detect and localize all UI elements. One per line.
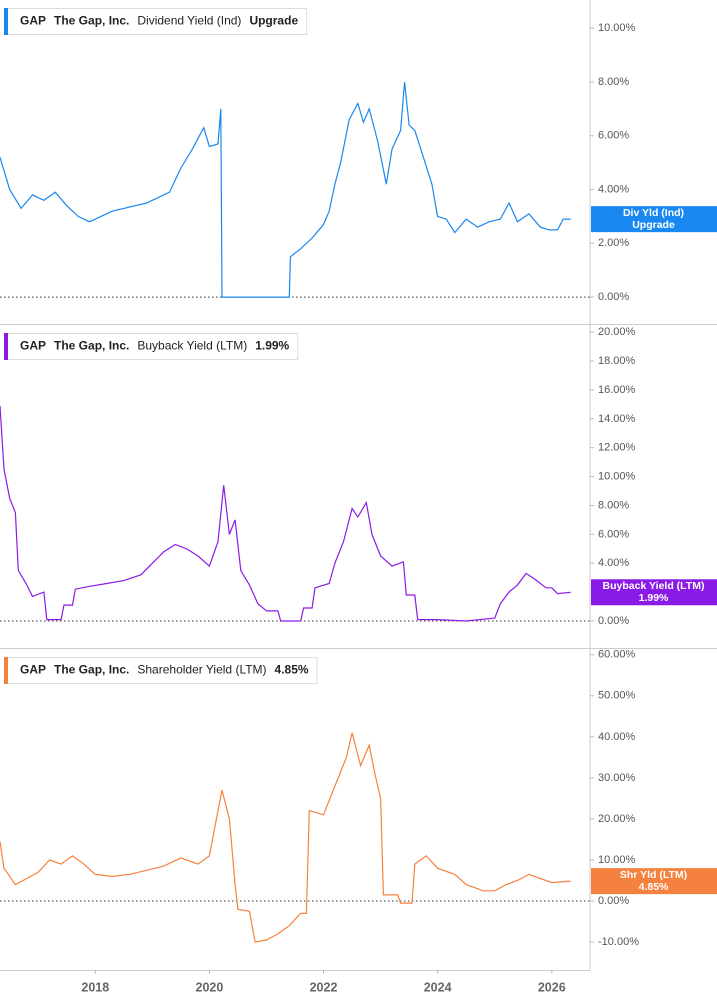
badge-label: Buyback Yield (LTM) bbox=[603, 580, 705, 592]
badge-value: 4.85% bbox=[639, 881, 669, 893]
x-tick-label: 2018 bbox=[81, 980, 109, 994]
legend-ticker: GAP bbox=[20, 339, 46, 353]
legend: GAP The Gap, Inc. Shareholder Yield (LTM) 4… bbox=[4, 657, 318, 684]
x-tick-label: 2024 bbox=[424, 980, 452, 994]
y-tick-label: 4.00% bbox=[598, 557, 629, 569]
y-tick-label: 0.00% bbox=[598, 291, 629, 303]
legend: GAP The Gap, Inc. Dividend Yield (Ind) Upgr… bbox=[4, 8, 308, 35]
y-tick-label: 20.00% bbox=[598, 326, 636, 338]
series-line bbox=[0, 81, 571, 298]
badge-label: Div Yld (Ind) bbox=[623, 207, 684, 219]
legend-value: 4.85% bbox=[275, 663, 309, 677]
legend-company: The Gap, Inc. bbox=[54, 14, 129, 28]
value-badge bbox=[591, 206, 717, 233]
y-tick-label: 20.00% bbox=[598, 813, 636, 825]
x-tick-label: 2026 bbox=[538, 980, 566, 994]
legend-series: Dividend Yield (Ind) bbox=[137, 14, 241, 28]
legend-swatch bbox=[4, 8, 8, 35]
y-tick-label: 6.00% bbox=[598, 130, 629, 142]
y-tick-label: 10.00% bbox=[598, 471, 636, 483]
x-tick-label: 2020 bbox=[196, 980, 224, 994]
y-tick-label: 14.00% bbox=[598, 413, 636, 425]
y-tick-label: 10.00% bbox=[598, 854, 636, 866]
series-line bbox=[0, 405, 571, 622]
y-tick-label: 2.00% bbox=[598, 237, 629, 249]
legend-series: Shareholder Yield (LTM) bbox=[137, 663, 266, 677]
badge-value: 1.99% bbox=[639, 592, 669, 604]
y-tick-label: 50.00% bbox=[598, 690, 636, 702]
y-tick-label: 12.00% bbox=[598, 442, 636, 454]
legend: GAP The Gap, Inc. Buyback Yield (LTM) 1.99% bbox=[4, 333, 299, 360]
y-tick-label: 40.00% bbox=[598, 731, 636, 743]
legend-company: The Gap, Inc. bbox=[54, 339, 129, 353]
legend-ticker: GAP bbox=[20, 663, 46, 677]
y-tick-label: 0.00% bbox=[598, 895, 629, 907]
y-tick-label: 4.00% bbox=[598, 183, 629, 195]
y-tick-label: 18.00% bbox=[598, 355, 636, 367]
y-tick-label: 0.00% bbox=[598, 615, 629, 627]
value-badge bbox=[591, 868, 717, 895]
y-tick-label: 30.00% bbox=[598, 772, 636, 784]
legend-box bbox=[4, 657, 318, 684]
series-line bbox=[0, 732, 571, 943]
y-tick-label: 8.00% bbox=[598, 499, 629, 511]
legend-swatch bbox=[4, 333, 8, 360]
y-tick-label: 16.00% bbox=[598, 384, 636, 396]
legend-swatch bbox=[4, 657, 8, 684]
y-tick-label: 6.00% bbox=[598, 528, 629, 540]
badge-value: Upgrade bbox=[632, 219, 675, 231]
y-tick-label: 60.00% bbox=[598, 649, 636, 661]
legend-ticker: GAP bbox=[20, 14, 46, 28]
legend-series: Buyback Yield (LTM) bbox=[137, 339, 247, 353]
badge-label: Shr Yld (LTM) bbox=[620, 869, 687, 881]
legend-value: 1.99% bbox=[255, 339, 289, 353]
y-tick-label: 10.00% bbox=[598, 22, 636, 34]
legend-company: The Gap, Inc. bbox=[54, 663, 129, 677]
y-tick-label: -10.00% bbox=[598, 936, 639, 948]
legend-value: Upgrade bbox=[249, 14, 298, 28]
value-badge bbox=[591, 579, 717, 606]
y-tick-label: 8.00% bbox=[598, 76, 629, 88]
x-tick-label: 2022 bbox=[310, 980, 338, 994]
